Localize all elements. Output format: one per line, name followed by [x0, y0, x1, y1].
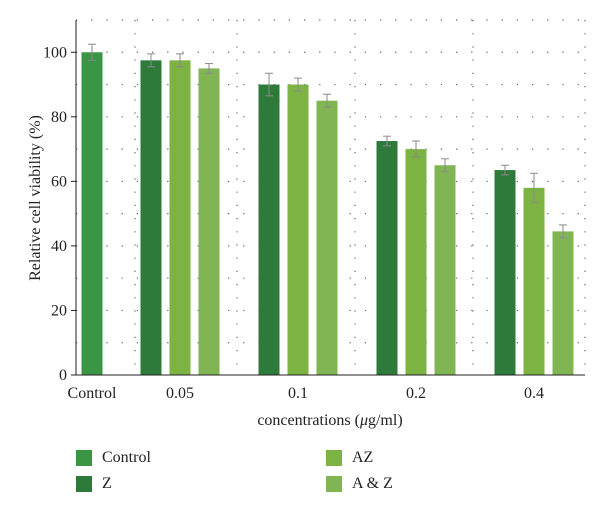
legend-swatch-az: [326, 450, 342, 466]
y-axis-title: Relative cell viability (%): [27, 115, 44, 281]
y-tick-label: 100: [43, 44, 67, 61]
bar-z-0_4: [494, 170, 516, 375]
y-tick-label: 20: [51, 302, 67, 319]
x-tick-label: 0.2: [406, 385, 426, 402]
x-axis-title: concentrations (μg/ml): [257, 412, 402, 429]
legend-label-control: Control: [102, 449, 151, 466]
bar-a-z-0_1: [316, 100, 338, 375]
bar-control-Control: [81, 52, 103, 375]
x-ticks: Control 0.05 0.1 0.2 0.4: [68, 385, 544, 402]
bar-z-0_1: [258, 84, 280, 375]
legend-label-z: Z: [102, 475, 112, 492]
legend-swatch-a-and-z: [326, 476, 342, 492]
x-tick-label: Control: [68, 385, 117, 402]
legend-item-az: AZ: [326, 447, 373, 469]
bar-z-0_05: [140, 60, 162, 375]
legend-item-a-and-z: A & Z: [326, 473, 393, 495]
legend-item-z: Z: [76, 473, 112, 495]
x-tick-label: 0.05: [166, 385, 194, 402]
bar-a-z-0_4: [552, 231, 574, 375]
legend-label-az: AZ: [352, 449, 374, 466]
bars: [81, 52, 574, 375]
error-bars: [88, 43, 567, 239]
bar-az-0_4: [523, 187, 545, 375]
y-tick-label: 60: [51, 173, 67, 190]
legend-label-a-and-z: A & Z: [352, 475, 393, 492]
legend-swatch-control: [76, 450, 92, 466]
y-ticks: 0 20 40 60 80 100: [43, 44, 76, 384]
bar-az-0_05: [169, 60, 191, 375]
x-tick-label: 0.1: [288, 385, 308, 402]
legend: Control Z AZ A & Z: [76, 447, 496, 507]
bar-a-z-0_05: [198, 68, 220, 375]
bar-az-0_1: [287, 84, 309, 375]
legend-swatch-z: [76, 476, 92, 492]
legend-item-control: Control: [76, 447, 151, 469]
y-tick-label: 0: [59, 367, 67, 384]
bar-a-z-0_2: [434, 165, 456, 375]
y-tick-label: 40: [51, 238, 67, 255]
y-tick-label: 80: [51, 109, 67, 126]
x-tick-label: 0.4: [524, 385, 544, 402]
bar-z-0_2: [376, 141, 398, 375]
bar-az-0_2: [405, 149, 427, 375]
